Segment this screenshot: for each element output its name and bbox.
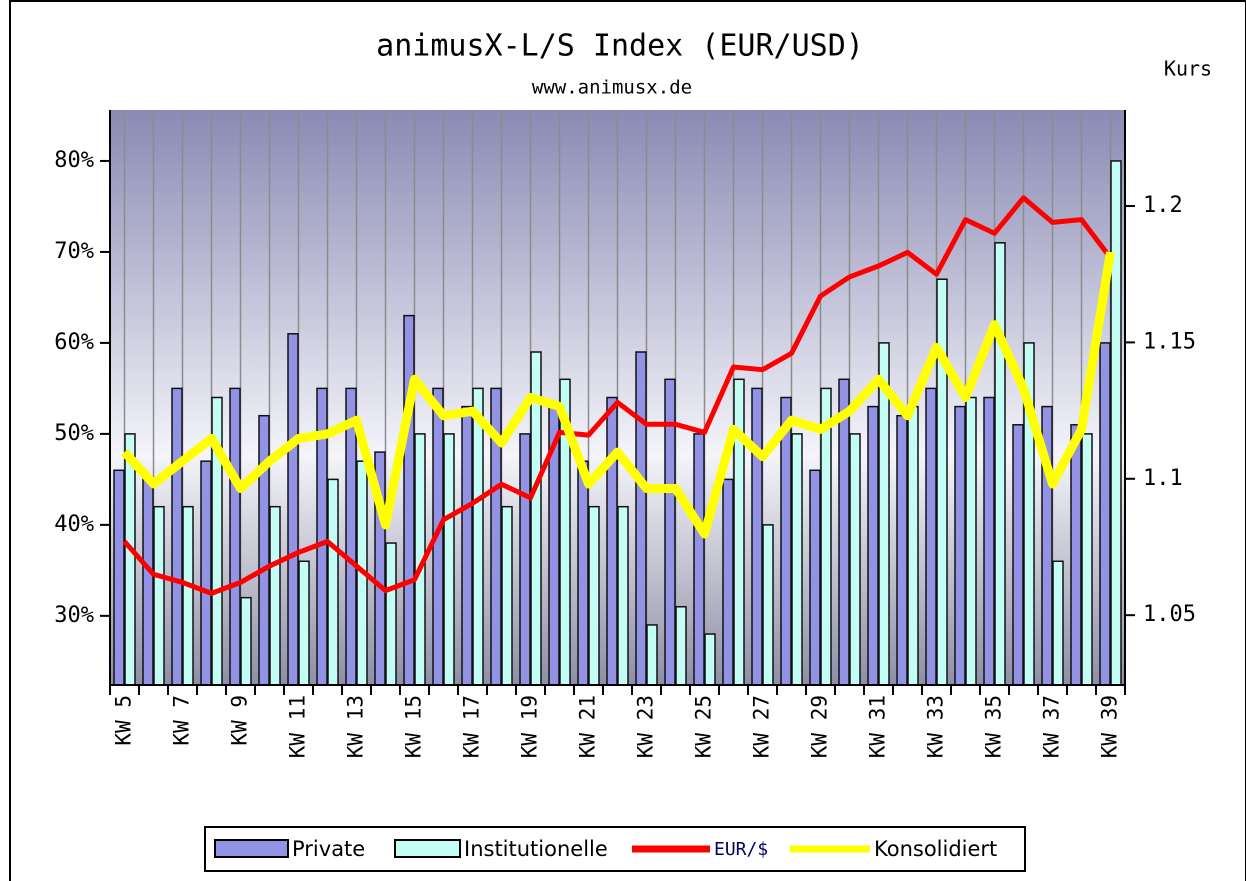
- bar: [403, 314, 415, 686]
- x-tick-label: KW 31: [866, 695, 890, 758]
- y-tick-label: 30%: [54, 603, 94, 628]
- frame: [9, 0, 1246, 881]
- bar: [577, 460, 589, 686]
- bar: [809, 469, 821, 686]
- x-tick-label: KW 19: [518, 695, 542, 758]
- bar: [443, 433, 455, 686]
- bar: [269, 505, 281, 686]
- bar: [965, 396, 977, 686]
- bar: [519, 433, 531, 686]
- x-tick-label: KW 17: [460, 695, 484, 758]
- bar: [983, 396, 995, 686]
- x-tick-label: KW 11: [286, 695, 310, 758]
- x-tick-label: KW 15: [402, 695, 426, 758]
- bar: [1070, 424, 1082, 686]
- bar: [345, 387, 357, 686]
- x-tick-label: KW 25: [692, 695, 716, 758]
- bar: [385, 542, 397, 686]
- bar: [1012, 424, 1024, 686]
- y-tick-label: 40%: [54, 512, 94, 537]
- bar: [461, 405, 473, 686]
- bar: [733, 378, 745, 686]
- x-tick-label: KW 21: [576, 695, 600, 758]
- legend-box: [204, 826, 1026, 872]
- legend-swatch: [394, 839, 461, 858]
- bar: [925, 387, 937, 686]
- bar: [791, 433, 803, 686]
- y2-tick-label: 1.1: [1143, 466, 1183, 491]
- y2-tick-label: 1.15: [1143, 329, 1196, 354]
- bar: [1099, 342, 1111, 686]
- bar: [113, 469, 125, 686]
- x-tick-label: KW 23: [634, 695, 658, 758]
- legend: Private Institutionelle EUR/$ Konsolidiert: [204, 826, 1026, 872]
- bar: [693, 433, 705, 686]
- x-tick-label: KW 33: [924, 695, 948, 758]
- y-tick-label: 70%: [54, 239, 94, 264]
- bar: [124, 433, 136, 686]
- legend-swatch: [214, 839, 289, 858]
- x-tick-label: KW 5: [112, 695, 136, 746]
- x-tick-label: KW 39: [1098, 695, 1122, 758]
- bar: [153, 505, 165, 686]
- y-tick-label: 60%: [54, 330, 94, 355]
- chart-title: animusX-L/S Index (EUR/USD): [376, 29, 864, 64]
- y-tick-label: 80%: [54, 148, 94, 173]
- bar: [907, 405, 919, 686]
- bar: [287, 333, 299, 686]
- bar: [1081, 433, 1093, 686]
- bar: [240, 596, 252, 686]
- legend-label: Institutionelle: [464, 837, 608, 861]
- bar: [606, 396, 618, 686]
- bar: [327, 478, 339, 686]
- bar: [229, 387, 241, 686]
- bar: [675, 606, 687, 686]
- bar: [298, 560, 310, 686]
- bar: [1052, 560, 1064, 686]
- x-tick-label: KW 27: [750, 695, 774, 758]
- bar: [588, 505, 600, 686]
- bar: [838, 378, 850, 686]
- bar: [722, 478, 734, 686]
- x-tick-label: KW 13: [344, 695, 368, 758]
- y2-tick-label: 1.2: [1143, 193, 1183, 218]
- bar: [954, 405, 966, 686]
- bar: [646, 624, 658, 686]
- bar: [704, 633, 716, 686]
- x-tick-label: KW 29: [808, 695, 832, 758]
- bar: [182, 505, 194, 686]
- bar: [849, 433, 861, 686]
- x-tick-label: KW 7: [170, 695, 194, 746]
- chart-subtitle: www.animusx.de: [532, 77, 692, 99]
- bar: [258, 414, 270, 686]
- legend-label: Konsolidiert: [874, 837, 997, 861]
- y2-axis-label: Kurs: [1164, 57, 1212, 81]
- bar: [762, 524, 774, 686]
- bar: [635, 351, 647, 686]
- line-series: [121, 251, 1115, 539]
- x-tick-label: KW 35: [982, 695, 1006, 758]
- bar: [171, 387, 183, 686]
- y2-tick-label: 1.05: [1143, 602, 1196, 627]
- bar: [896, 414, 908, 686]
- bar: [472, 387, 484, 686]
- bar: [751, 387, 763, 686]
- bar: [200, 460, 212, 686]
- bar: [1110, 160, 1122, 686]
- legend-label: Private: [292, 837, 365, 861]
- bar: [867, 405, 879, 686]
- line-series: [122, 195, 1113, 596]
- bar: [936, 278, 948, 686]
- x-tick-label: KW 37: [1040, 695, 1064, 758]
- y-tick-label: 50%: [54, 421, 94, 446]
- legend-label: EUR/$: [714, 839, 768, 860]
- bar: [617, 505, 629, 686]
- bar: [994, 242, 1006, 686]
- bar: [780, 396, 792, 686]
- bar: [142, 478, 154, 686]
- bar: [501, 505, 513, 686]
- x-tick-label: KW 9: [228, 695, 252, 746]
